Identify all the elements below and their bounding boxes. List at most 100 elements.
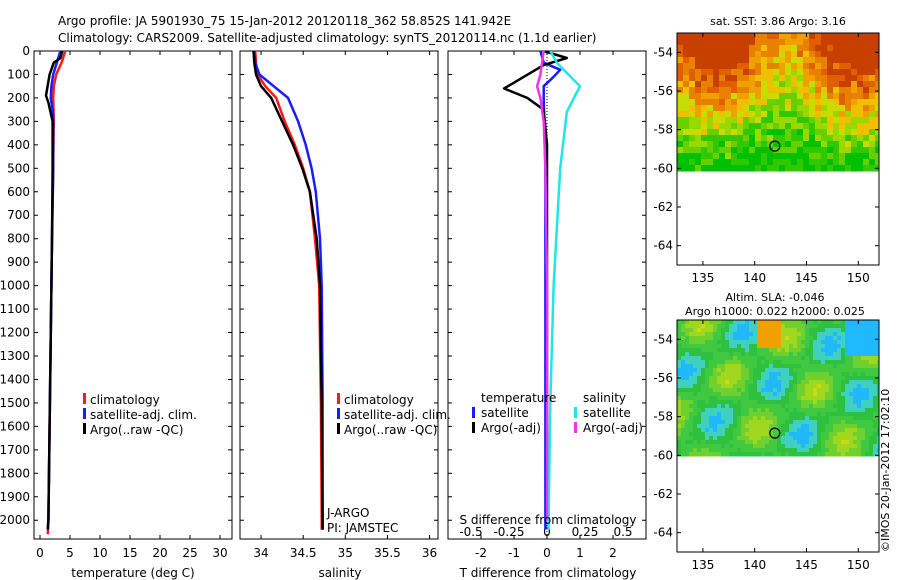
map-cell: [769, 400, 774, 405]
map-cell: [705, 356, 710, 361]
map-cell: [707, 123, 714, 130]
map-cell: [689, 448, 694, 453]
legend-label-t-satellite: satellite: [481, 406, 529, 420]
map-cell: [685, 364, 690, 369]
map-cell: [709, 412, 714, 417]
map-cell: [761, 99, 768, 106]
map-cell: [803, 129, 810, 136]
map-cell: [755, 165, 762, 172]
map-cell: [705, 396, 710, 401]
map-cell: [705, 324, 710, 329]
map-cell: [803, 141, 810, 148]
lon-tick-label: 145: [795, 558, 818, 572]
map-cell: [769, 416, 774, 421]
map-cell: [741, 332, 746, 337]
map-cell: [705, 408, 710, 413]
map-cell: [777, 392, 782, 397]
map-cell: [841, 396, 846, 401]
map-cell: [741, 404, 746, 409]
map-cell: [805, 452, 810, 457]
map-cell: [849, 420, 854, 425]
map-cell: [857, 336, 862, 341]
map-cell: [781, 336, 786, 341]
profile-line-climatology: [253, 51, 323, 530]
map-cell: [827, 87, 834, 94]
map-cell: [773, 372, 778, 377]
map-cell: [817, 424, 822, 429]
map-cell: [837, 404, 842, 409]
salinity-depth-ticks: [240, 50, 438, 521]
map-cell: [805, 412, 810, 417]
map-cell: [755, 63, 762, 70]
map-cell: [785, 424, 790, 429]
map-cell: [705, 448, 710, 453]
map-cell: [753, 384, 758, 389]
map-cell: [761, 328, 766, 333]
map-cell: [829, 328, 834, 333]
map-cell: [837, 452, 842, 457]
map-cell: [833, 129, 840, 136]
map-cell: [865, 380, 870, 385]
map-cell: [779, 57, 786, 64]
map-cell: [833, 45, 840, 52]
salinity-legend: climatology satellite-adj. clim. Argo(..…: [337, 393, 451, 437]
map-cell: [853, 452, 858, 457]
map-cell: [781, 436, 786, 441]
map-cell: [693, 336, 698, 341]
map-cell: [837, 420, 842, 425]
map-cell: [815, 99, 822, 106]
map-cell: [725, 99, 732, 106]
map-cell: [845, 336, 850, 341]
map-cell: [827, 81, 834, 88]
map-cell: [713, 328, 718, 333]
map-cell: [833, 420, 838, 425]
profile-line-t-satellite: [539, 51, 562, 530]
map-cell: [777, 424, 782, 429]
map-cell: [801, 432, 806, 437]
profile-line-argo-raw-qc-: [252, 51, 324, 530]
map-cell: [869, 416, 874, 421]
map-cell: [707, 105, 714, 112]
map-cell: [701, 105, 708, 112]
map-cell: [757, 392, 762, 397]
map-cell: [755, 33, 762, 40]
map-cell: [773, 105, 780, 112]
map-cell: [767, 75, 774, 82]
map-cell: [837, 324, 842, 329]
map-cell: [865, 372, 870, 377]
map-cell: [765, 324, 770, 329]
map-cell: [789, 400, 794, 405]
map-cell: [853, 328, 858, 333]
map-cell: [833, 147, 840, 154]
map-cell: [761, 147, 768, 154]
map-cell: [829, 396, 834, 401]
map-cell: [877, 396, 879, 401]
map-cell: [697, 396, 702, 401]
map-cell: [745, 324, 750, 329]
map-cell: [689, 396, 694, 401]
map-cell: [753, 352, 758, 357]
map-cell: [749, 412, 754, 417]
map-cell: [809, 412, 814, 417]
map-cell: [737, 408, 742, 413]
map-cell: [781, 344, 786, 349]
map-cell: [797, 428, 802, 433]
map-cell: [749, 344, 754, 349]
map-cell: [857, 400, 862, 405]
map-cell: [729, 364, 734, 369]
map-cell: [851, 111, 858, 118]
map-cell: [875, 129, 879, 136]
map-cell: [689, 364, 694, 369]
map-cell: [829, 356, 834, 361]
map-cell: [757, 424, 762, 429]
map-cell: [701, 440, 706, 445]
map-cell: [749, 320, 754, 325]
map-cell: [773, 320, 778, 325]
depth-tick-label: 900: [7, 255, 30, 269]
map-cell: [877, 388, 879, 393]
map-cell: [853, 432, 858, 437]
map-cell: [721, 340, 726, 345]
map-cell: [717, 332, 722, 337]
map-cell: [725, 33, 732, 40]
map-cell: [737, 141, 744, 148]
